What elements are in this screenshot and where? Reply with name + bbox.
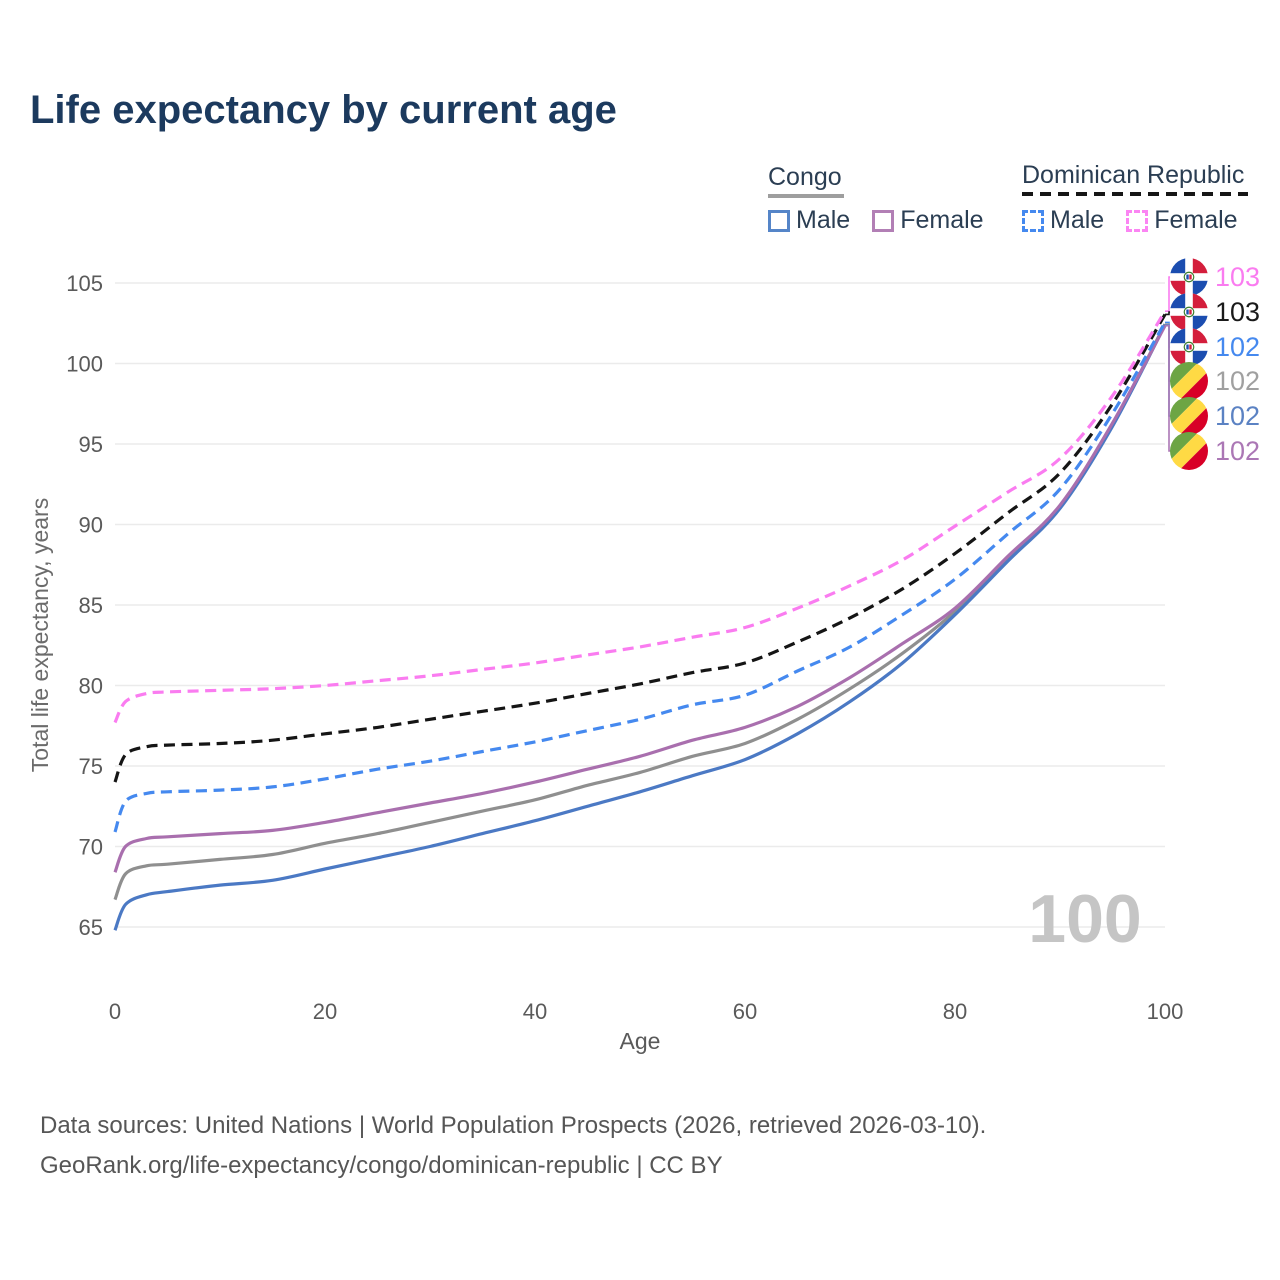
svg-text:100: 100 xyxy=(1028,881,1141,957)
legend-congo-title[interactable]: Congo xyxy=(768,163,842,191)
legend-label-dr-male: Male xyxy=(1050,206,1105,234)
page-title: Life expectancy by current age xyxy=(30,88,617,132)
legend-congo-solid-line-swatch xyxy=(768,194,844,198)
flag-congo-icon xyxy=(1170,362,1208,400)
end-label-dr-male: 102 xyxy=(1170,328,1260,366)
flag-congo-icon xyxy=(1170,397,1208,435)
flag-dominican-republic-icon xyxy=(1170,328,1208,366)
svg-text:95: 95 xyxy=(79,432,103,457)
footer-data-sources: Data sources: United Nations | World Pop… xyxy=(40,1112,987,1139)
svg-text:70: 70 xyxy=(79,835,103,860)
svg-text:20: 20 xyxy=(313,999,337,1024)
line-chart-plot[interactable]: 65 70 75 80 85 90 95 100 105 0 20 40 60 80 100 Age Total… xyxy=(0,0,1280,1080)
svg-text:75: 75 xyxy=(79,754,103,779)
end-value: 103 xyxy=(1215,296,1261,327)
dr-male-swatch-icon xyxy=(1022,209,1044,232)
flag-congo-icon xyxy=(1170,432,1208,470)
svg-text:40: 40 xyxy=(523,999,547,1024)
legend-label-congo-male: Male xyxy=(796,206,851,234)
legend-dominican-republic-title[interactable]: Dominican Republic xyxy=(1022,161,1245,189)
end-value: 102 xyxy=(1215,435,1261,466)
dr-female-swatch-icon xyxy=(1126,209,1149,232)
flag-dominican-republic-icon xyxy=(1170,258,1208,296)
end-label-dr-female: 103 xyxy=(1170,258,1260,296)
legend-label-dr-female: Female xyxy=(1154,206,1238,234)
svg-text:80: 80 xyxy=(943,999,967,1024)
svg-text:65: 65 xyxy=(79,915,103,940)
legend-item-congo-female[interactable]: Female xyxy=(872,206,984,235)
svg-text:100: 100 xyxy=(66,352,103,377)
flag-dominican-republic-icon xyxy=(1170,293,1208,331)
svg-text:85: 85 xyxy=(79,593,103,618)
svg-text:60: 60 xyxy=(733,999,757,1024)
end-value: 102 xyxy=(1215,365,1261,396)
svg-text:100: 100 xyxy=(1147,999,1184,1024)
legend-item-dr-female[interactable]: Female xyxy=(1126,206,1238,235)
svg-text:Age: Age xyxy=(620,1028,661,1054)
footer: Data sources: United Nations | World Pop… xyxy=(40,1106,986,1186)
legend-label-congo-female: Female xyxy=(900,206,984,234)
legend-item-dr-male[interactable]: Male xyxy=(1022,206,1104,235)
congo-female-swatch-icon xyxy=(872,209,895,232)
end-label-congo-female: 102 xyxy=(1170,432,1260,470)
end-label-congo-male: 102 xyxy=(1170,397,1260,435)
svg-text:0: 0 xyxy=(109,999,121,1024)
end-value: 102 xyxy=(1215,331,1261,362)
svg-text:105: 105 xyxy=(66,271,103,296)
legend-item-congo-male[interactable]: Male xyxy=(768,206,850,235)
end-value: 103 xyxy=(1215,261,1261,292)
svg-text:Total life expectancy, years: Total life expectancy, years xyxy=(27,498,53,772)
end-label-congo-both: 102 xyxy=(1170,362,1260,400)
congo-male-swatch-icon xyxy=(768,209,790,232)
svg-text:80: 80 xyxy=(79,674,103,699)
legend-dominican-republic-dashed-line-swatch xyxy=(1022,192,1248,196)
end-label-dr-both: 103 xyxy=(1170,293,1260,331)
end-value: 102 xyxy=(1215,400,1261,431)
footer-attribution-link[interactable]: GeoRank.org/life-expectancy/congo/domini… xyxy=(40,1152,723,1179)
svg-text:90: 90 xyxy=(79,513,103,538)
